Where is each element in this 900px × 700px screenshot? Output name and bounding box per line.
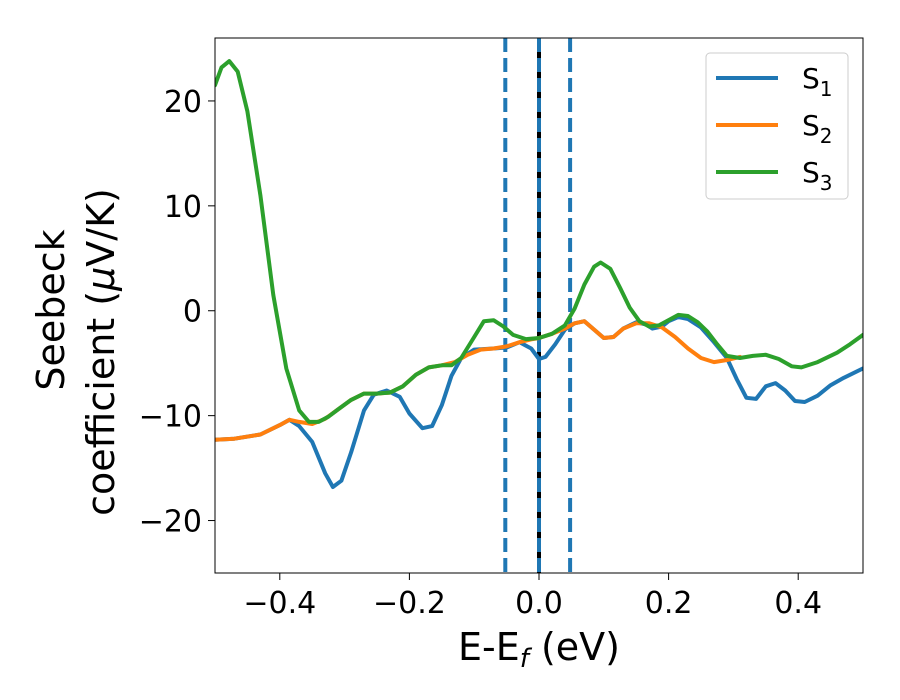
series-line-1: [215, 315, 863, 489]
legend-label-1: S1: [802, 62, 833, 101]
y-tick-label: −20: [139, 505, 202, 540]
y-tick-label: −10: [139, 400, 202, 435]
y-tick-label: 0: [183, 295, 202, 330]
series-line-3: [215, 59, 863, 424]
x-axis-ticks: −0.4 −0.2 0.0 0.2 0.4: [243, 573, 822, 621]
legend-label-3: S3: [802, 156, 833, 195]
x-tick-label: −0.4: [243, 586, 316, 621]
series-lines: [215, 59, 863, 489]
y-axis-title-line2: coefficient (μV/K): [79, 188, 123, 516]
legend: S1 S2 S3: [705, 52, 849, 200]
series-line-2: [215, 319, 742, 442]
y-axis-title-mu: μ: [79, 267, 123, 292]
y-tick-label: 10: [164, 190, 202, 225]
x-tick-label: 0.2: [645, 586, 693, 621]
legend-label-2: S2: [802, 109, 833, 148]
x-tick-label: 0.4: [774, 586, 822, 621]
y-axis-title-post: V/K): [79, 188, 123, 267]
x-tick-label: 0.0: [515, 586, 563, 621]
reference-lines: [503, 38, 573, 573]
x-axis-title-unit: (eV): [529, 625, 620, 669]
y-axis-title-line1: Seebeck: [29, 229, 73, 390]
x-axis-title-main: E-E: [458, 625, 520, 669]
y-axis-title-pre: coefficient (: [79, 291, 123, 516]
x-axis-title: E-Ef (eV): [458, 625, 620, 674]
x-tick-label: −0.2: [373, 586, 446, 621]
y-axis-ticks: −20 −10 0 10 20: [139, 85, 215, 540]
y-tick-label: 20: [164, 85, 202, 120]
